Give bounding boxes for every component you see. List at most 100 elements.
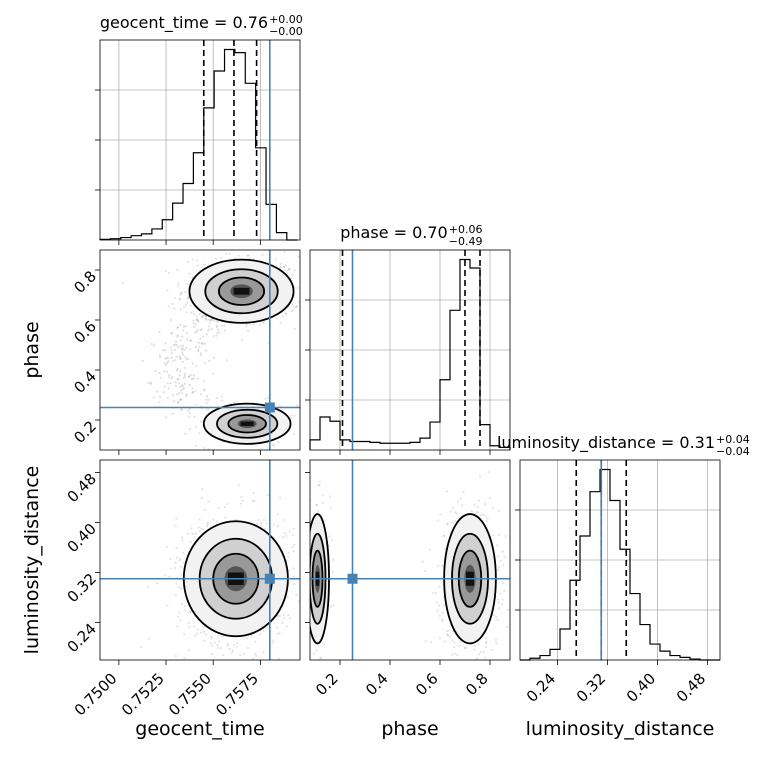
sample-point <box>198 530 201 533</box>
sample-point <box>488 496 491 500</box>
sample-point <box>473 648 476 651</box>
sample-point <box>452 506 455 510</box>
sample-point <box>184 303 187 306</box>
sample-point <box>152 344 156 347</box>
sample-point <box>235 645 238 648</box>
sample-point <box>486 517 489 520</box>
x-tick-label: 0.32 <box>573 670 609 706</box>
title-value: luminosity_distance = 0.31 <box>497 433 715 453</box>
sample-point <box>296 671 298 673</box>
sample-point <box>458 668 460 670</box>
sample-point <box>147 637 150 640</box>
x-tick-label: 0.2 <box>312 670 342 700</box>
sample-point <box>168 376 171 379</box>
sample-point <box>194 323 197 326</box>
sample-point <box>200 663 202 665</box>
sample-point <box>189 348 192 351</box>
sample-point <box>276 626 279 629</box>
sample-point <box>262 518 266 522</box>
sample-point <box>203 508 206 512</box>
sample-point <box>172 344 175 347</box>
sample-point <box>154 369 157 373</box>
sample-point <box>286 596 289 599</box>
sample-point <box>484 656 487 659</box>
panel-frame <box>99 249 301 451</box>
sample-point <box>192 319 195 322</box>
sample-point <box>260 522 263 525</box>
sample-point <box>278 614 282 618</box>
contour-line <box>188 258 295 324</box>
sample-point <box>177 281 180 285</box>
sample-point <box>184 347 188 350</box>
sample-point <box>216 321 219 324</box>
sample-point <box>293 414 296 417</box>
sample-point <box>247 254 250 257</box>
sample-point <box>237 254 241 257</box>
sample-point <box>194 403 197 407</box>
sample-point <box>191 390 195 394</box>
marginal-panel-geocent_time: geocent_time = 0.76 +0.00−0.00 <box>95 13 303 245</box>
sample-point <box>171 360 175 363</box>
sample-point <box>283 532 287 535</box>
sample-point <box>226 642 229 646</box>
x-tick-label: 0.6 <box>412 670 442 700</box>
sample-point <box>169 346 172 349</box>
sample-point <box>499 592 502 595</box>
sample-point <box>228 647 231 651</box>
sample-point <box>293 582 296 586</box>
sample-point <box>146 585 149 588</box>
sample-point <box>446 633 449 636</box>
sample-point <box>175 369 179 372</box>
sample-point <box>304 255 306 257</box>
sample-point <box>503 556 506 559</box>
sample-point <box>189 304 192 307</box>
sample-point <box>287 268 290 272</box>
sample-point <box>191 258 194 261</box>
sample-point <box>506 608 510 611</box>
sample-point <box>180 565 183 569</box>
sample-point <box>496 618 499 621</box>
sample-point <box>173 400 176 403</box>
sample-point <box>184 432 187 435</box>
sample-point <box>222 653 225 657</box>
sample-point <box>190 311 193 314</box>
sample-point <box>286 272 289 275</box>
y-tick-label: 0.40 <box>64 520 100 556</box>
sample-point <box>210 635 213 638</box>
sample-point <box>183 349 186 352</box>
sample-point <box>441 611 444 615</box>
sample-point <box>176 367 179 371</box>
sample-point <box>184 290 187 293</box>
sample-point <box>202 335 205 338</box>
sample-point <box>186 282 189 286</box>
sample-point <box>281 315 284 318</box>
sample-point <box>436 609 439 612</box>
sample-point <box>488 471 491 474</box>
sample-point <box>158 354 161 357</box>
sample-point <box>442 534 445 538</box>
y-axis-label-luminosity_distance: luminosity_distance <box>21 466 43 655</box>
sample-point <box>186 295 190 299</box>
sample-point <box>212 518 215 521</box>
sample-point <box>171 375 174 378</box>
sample-point <box>181 539 184 542</box>
sample-point <box>207 318 210 321</box>
sample-point <box>266 396 270 399</box>
sample-point <box>176 615 180 618</box>
sample-point <box>332 604 335 607</box>
sample-point <box>176 346 179 349</box>
sample-point <box>484 642 488 645</box>
sample-point <box>288 569 291 572</box>
sample-point <box>175 393 179 396</box>
sample-point <box>185 331 189 334</box>
marginal-title-phase: phase = 0.70 <box>340 223 447 242</box>
y-tick-label: 0.24 <box>64 620 100 656</box>
sample-point <box>451 521 454 524</box>
sample-point <box>182 387 185 390</box>
sample-point <box>290 310 293 313</box>
sample-point <box>279 262 282 266</box>
sample-point <box>187 415 191 418</box>
sample-point <box>176 326 179 330</box>
sample-point <box>216 635 220 638</box>
panel-frame <box>309 249 511 451</box>
